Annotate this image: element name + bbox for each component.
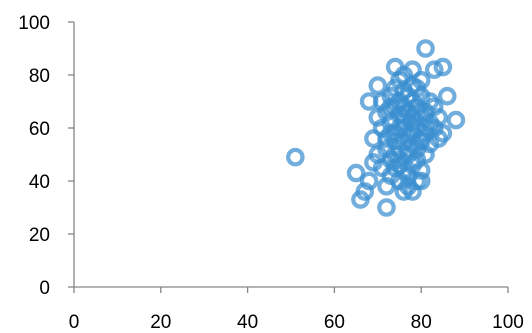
scatter-point [346, 163, 366, 183]
data-points [286, 39, 466, 217]
scatter-point [403, 60, 422, 79]
scatter-point [424, 60, 444, 79]
x-tick-label: 80 [411, 312, 432, 333]
y-tick-label: 0 [39, 278, 50, 299]
scatter-point [411, 161, 431, 180]
y-tick-label: 100 [18, 13, 50, 34]
x-tick-label: 20 [150, 312, 171, 333]
scatter-point [403, 124, 422, 143]
scatter-point [429, 108, 448, 127]
scatter-point [433, 124, 453, 143]
scatter-point [286, 147, 305, 167]
scatter-point [377, 129, 396, 148]
scatter-point [381, 97, 401, 117]
scatter-point [416, 39, 435, 58]
y-tick-label: 60 [29, 119, 50, 140]
y-tick-label: 20 [29, 225, 50, 246]
x-tick-label: 40 [237, 312, 258, 333]
scatter-point [433, 57, 453, 77]
tick-labels: 0 20 40 60 80 100 0 20 40 60 80 100 [18, 13, 524, 333]
scatter-point [437, 86, 457, 106]
scatter-point [368, 76, 388, 95]
scatter-point [390, 150, 409, 170]
scatter-point [359, 171, 379, 191]
x-tick-label: 0 [69, 312, 80, 333]
axes [68, 21, 509, 293]
scatter-point [411, 171, 431, 191]
scatter-point [446, 110, 466, 130]
scatter-point [411, 71, 431, 90]
scatter-point [377, 198, 396, 217]
scatter-point [398, 139, 418, 159]
scatter-point [394, 108, 414, 127]
y-tick-label: 40 [29, 172, 50, 193]
x-tick-label: 60 [324, 312, 345, 333]
y-tick-label: 80 [29, 66, 50, 87]
x-tick-label: 100 [492, 312, 524, 333]
